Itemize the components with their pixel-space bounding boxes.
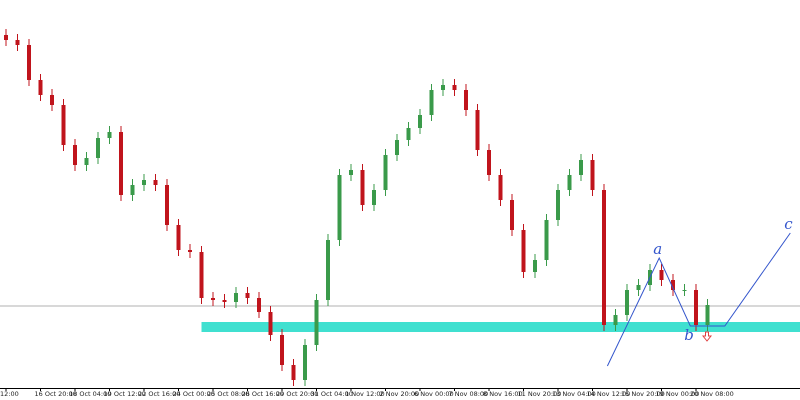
candle-body bbox=[475, 110, 480, 150]
candle-body bbox=[590, 160, 595, 190]
candle-body bbox=[27, 45, 31, 80]
candle-body bbox=[659, 270, 664, 280]
candle-body bbox=[625, 290, 629, 315]
candle-body bbox=[73, 145, 77, 165]
candle-body bbox=[257, 298, 261, 312]
candle-body bbox=[84, 158, 89, 165]
candle-body bbox=[395, 140, 399, 155]
x-tick-label: 26 Oct 16:00 bbox=[242, 390, 284, 398]
x-tick-label: 24 Oct 00:00 bbox=[173, 390, 215, 398]
candle-body bbox=[280, 335, 284, 365]
candle-body bbox=[50, 95, 54, 105]
x-tick-label: 22 Oct 16:00 bbox=[138, 390, 180, 398]
x-tick-label: 13 Nov 04:00 bbox=[552, 390, 596, 398]
x-tick-label: 7 Nov 08:00 bbox=[449, 390, 489, 398]
candle-body bbox=[544, 220, 549, 260]
candle-body bbox=[418, 115, 422, 128]
x-tick-label: 1 Nov 12:00 bbox=[345, 390, 385, 398]
candle-body bbox=[602, 190, 606, 325]
candle-body bbox=[176, 225, 181, 250]
candle-body bbox=[130, 185, 135, 195]
candle-body bbox=[188, 250, 192, 252]
support-zone bbox=[201, 322, 800, 332]
x-tick-label: 29 Oct 20:00 bbox=[276, 390, 318, 398]
candle-body bbox=[372, 190, 376, 205]
candle-body bbox=[199, 252, 204, 298]
x-tick-label: 20 Nov 08:00 bbox=[690, 390, 734, 398]
x-tick-label: 14 Nov 12:00 bbox=[587, 390, 631, 398]
candle-body bbox=[326, 240, 330, 300]
candle-body bbox=[61, 105, 66, 145]
candle-body bbox=[383, 155, 388, 190]
candle-body bbox=[510, 200, 514, 230]
candle-body bbox=[291, 365, 296, 380]
candle-body bbox=[222, 300, 227, 302]
candle-body bbox=[337, 175, 342, 240]
candle-body bbox=[4, 35, 8, 40]
x-tick-label: 8 Nov 16:00 bbox=[483, 390, 523, 398]
candle-body bbox=[452, 85, 457, 90]
candle-body bbox=[636, 285, 641, 290]
candle-body bbox=[268, 312, 273, 335]
x-tick-label: 11 Nov 20:00 bbox=[518, 390, 562, 398]
candle-body bbox=[153, 180, 158, 185]
candle-body bbox=[15, 40, 20, 45]
x-tick-label: 15 Nov 20:00 bbox=[621, 390, 665, 398]
annotation: c bbox=[784, 215, 793, 233]
annotation: b bbox=[684, 326, 694, 344]
candle-body bbox=[533, 260, 537, 272]
x-tick-label: 25 Oct 08:00 bbox=[207, 390, 249, 398]
candle-body bbox=[360, 170, 365, 205]
x-tick-label: 16 Oct 20:00 bbox=[35, 390, 77, 398]
candle-body bbox=[96, 138, 100, 158]
candle-body bbox=[245, 293, 250, 298]
x-tick-label: 31 Oct 04:00 bbox=[311, 390, 353, 398]
candle-body bbox=[303, 345, 307, 380]
candle-body bbox=[671, 280, 675, 290]
candle-body bbox=[119, 132, 123, 195]
x-tick-label: 2 Nov 20:00 bbox=[380, 390, 420, 398]
candle-body bbox=[498, 175, 503, 200]
candle-body bbox=[234, 293, 238, 302]
candle-body bbox=[429, 90, 434, 115]
candle-body bbox=[38, 80, 43, 95]
candle-body bbox=[694, 290, 698, 325]
signal-arrow bbox=[701, 331, 713, 342]
candle-body bbox=[682, 290, 687, 291]
candle-body bbox=[556, 190, 560, 220]
candle-body bbox=[142, 180, 146, 185]
x-tick-label: 18 Oct 04:00 bbox=[69, 390, 111, 398]
candle-body bbox=[314, 300, 319, 345]
x-tick-label: 19 Oct 12:00 bbox=[104, 390, 146, 398]
trend-line bbox=[606, 232, 791, 367]
annotation: a bbox=[653, 240, 662, 258]
candle-body bbox=[406, 128, 411, 140]
x-tick-label: 12:00 bbox=[0, 390, 19, 398]
candle-body bbox=[165, 185, 169, 225]
candle-body bbox=[613, 315, 618, 325]
candle-body bbox=[567, 175, 572, 190]
x-tick-label: 6 Nov 00:00 bbox=[414, 390, 454, 398]
candle-body bbox=[107, 132, 112, 138]
candle-body bbox=[349, 170, 353, 175]
candle-body bbox=[464, 90, 468, 110]
candle-body bbox=[579, 160, 583, 175]
x-tick-label: 19 Nov 00:00 bbox=[656, 390, 700, 398]
candle-body bbox=[211, 298, 215, 300]
candle-body bbox=[441, 85, 445, 90]
candle-body bbox=[521, 230, 526, 272]
candle-body bbox=[705, 305, 710, 325]
candle-body bbox=[487, 150, 491, 175]
